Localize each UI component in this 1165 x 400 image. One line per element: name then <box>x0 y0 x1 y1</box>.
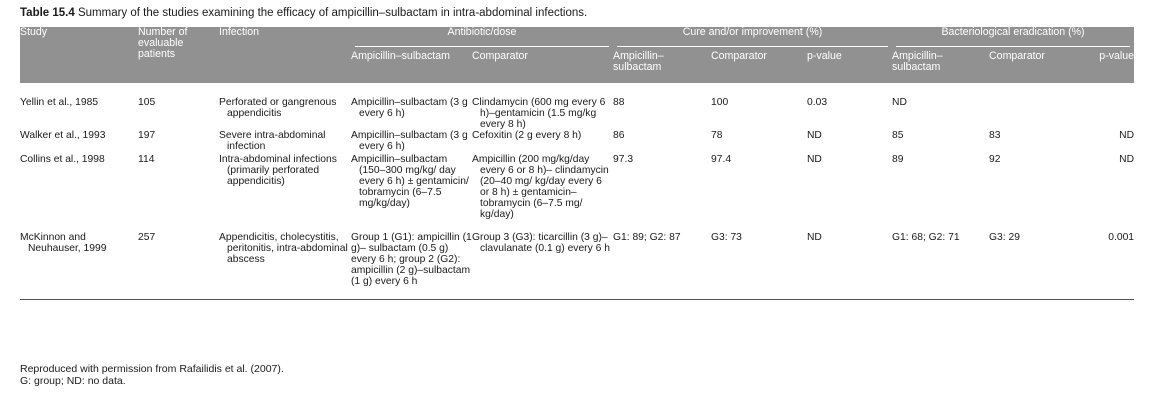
header-bacteriological-eradication: Bacteriological eradication (%) <box>892 27 1134 51</box>
cell-cure-pvalue: 0.03 <box>807 97 828 108</box>
cell-amp-dose: Ampicillin–sulbactam (3 g every 6 h) <box>351 130 468 152</box>
cell-erad-pvalue: ND <box>1119 130 1135 141</box>
cell-erad-comparator <box>989 83 1086 130</box>
cell-cure-amp: 88 <box>613 97 625 108</box>
footnote-source: Reproduced with permission from Rafailid… <box>20 363 284 375</box>
table-footnotes: Reproduced with permission from Rafailid… <box>20 363 284 387</box>
subheader-amp-dose: Ampicillin–sulbactam <box>351 50 450 62</box>
cell-infection: Appendicitis, cholecystitis, peritonitis… <box>219 220 351 300</box>
header-study: Study <box>20 26 48 38</box>
cell-infection: Intra-abdominal infections (primarily pe… <box>219 154 337 187</box>
table-label: Table 15.4 <box>20 7 75 19</box>
cell-study: Collins et al., 1998 <box>20 154 105 165</box>
subheader-cure-amp: Ampicillin–sulbactam <box>613 50 664 73</box>
cell-erad-pvalue: ND <box>1119 154 1135 165</box>
cell-number: 257 <box>138 220 219 300</box>
cell-cure-comparator: G3: 73 <box>711 220 807 300</box>
table-row: Walker et al., 1993 197 Severe intra-abd… <box>20 130 1134 152</box>
cell-cure-comparator: 100 <box>711 97 729 108</box>
cell-cure-comparator: 97.4 <box>711 154 732 165</box>
cell-erad-comparator: G3: 29 <box>989 220 1087 300</box>
subheader-comparator-dose: Comparator <box>472 50 528 62</box>
cell-amp-dose: Ampicillin–sulbactam (150–300 mg/kg/ day… <box>351 154 469 209</box>
header-antibiotic-dose: Antibiotic/dose <box>351 27 613 51</box>
table-header: Study Number of evaluable patients Infec… <box>20 26 1135 83</box>
cell-cure-pvalue: ND <box>807 220 893 300</box>
footnote-abbreviations: G: group; ND: no data. <box>20 375 126 387</box>
subheader-erad-comparator: Comparator <box>989 50 1045 62</box>
cell-erad-amp: ND <box>892 97 907 108</box>
table-row: Collins et al., 1998 114 Intra-abdominal… <box>20 152 1134 220</box>
cell-erad-amp: 85 <box>892 130 904 141</box>
table-caption: Table 15.4 Summary of the studies examin… <box>20 7 587 19</box>
table-row: McKinnon and Neuhauser, 1999 257 Appendi… <box>20 220 1135 300</box>
cell-erad-comparator: 92 <box>989 154 1001 165</box>
header-cure-improvement: Cure and/or improvement (%) <box>613 27 892 51</box>
cell-study: Walker et al., 1993 <box>20 130 106 141</box>
cell-cure-pvalue: ND <box>807 130 822 141</box>
subheader-erad-amp: Ampicillin–sulbactam <box>892 50 943 73</box>
cell-cure-comparator: 78 <box>711 130 723 141</box>
cell-cure-pvalue: ND <box>807 154 822 165</box>
cell-cure-amp: 97.3 <box>613 154 634 165</box>
cell-amp-dose: Ampicillin–sulbactam (3 g every 6 h) <box>351 97 468 119</box>
table-row: Yellin et al., 1985 105 Perforated or ga… <box>20 83 1134 130</box>
cell-erad-pvalue: 0.001 <box>1086 220 1135 300</box>
cell-erad-pvalue <box>1086 83 1134 130</box>
subheader-cure-comparator: Comparator <box>711 50 767 62</box>
cell-study: Yellin et al., 1985 <box>20 97 99 108</box>
cell-erad-amp: 89 <box>892 154 904 165</box>
cell-comparator-dose: Group 3 (G3): ticarcillin (3 g)–clavulan… <box>472 220 613 300</box>
cell-cure-amp: 86 <box>613 130 625 141</box>
header-number: Number of evaluable patients <box>138 26 188 60</box>
header-infection: Infection <box>219 26 260 38</box>
cell-erad-comparator: 83 <box>989 130 1001 141</box>
cell-amp-dose: Group 1 (G1): ampicillin (1 g)– sulbacta… <box>351 220 472 300</box>
subheader-erad-pvalue: p-value <box>1099 50 1135 62</box>
subheader-cure-pvalue: p-value <box>807 50 842 62</box>
studies-table: Study Number of evaluable patients Infec… <box>20 26 1135 300</box>
cell-study: McKinnon and Neuhauser, 1999 <box>20 220 138 300</box>
cell-comparator-dose: Cefoxitin (2 g every 8 h) <box>472 130 582 141</box>
cell-number: 197 <box>138 130 156 141</box>
cell-erad-amp: G1: 68; G2: 71 <box>892 220 990 300</box>
cell-cure-amp: G1: 89; G2: 87 <box>613 220 711 300</box>
cell-comparator-dose: Clindamycin (600 mg every 6 h)–gentamici… <box>472 97 606 130</box>
cell-comparator-dose: Ampicillin (200 mg/kg/day every 6 or 8 h… <box>472 154 609 220</box>
cell-number: 114 <box>138 154 155 165</box>
table-title: Summary of the studies examining the eff… <box>77 7 588 19</box>
cell-infection: Perforated or gangrenous appendicitis <box>219 97 337 119</box>
cell-number: 105 <box>138 97 156 108</box>
cell-infection: Severe intra-abdominal infection <box>219 130 326 152</box>
